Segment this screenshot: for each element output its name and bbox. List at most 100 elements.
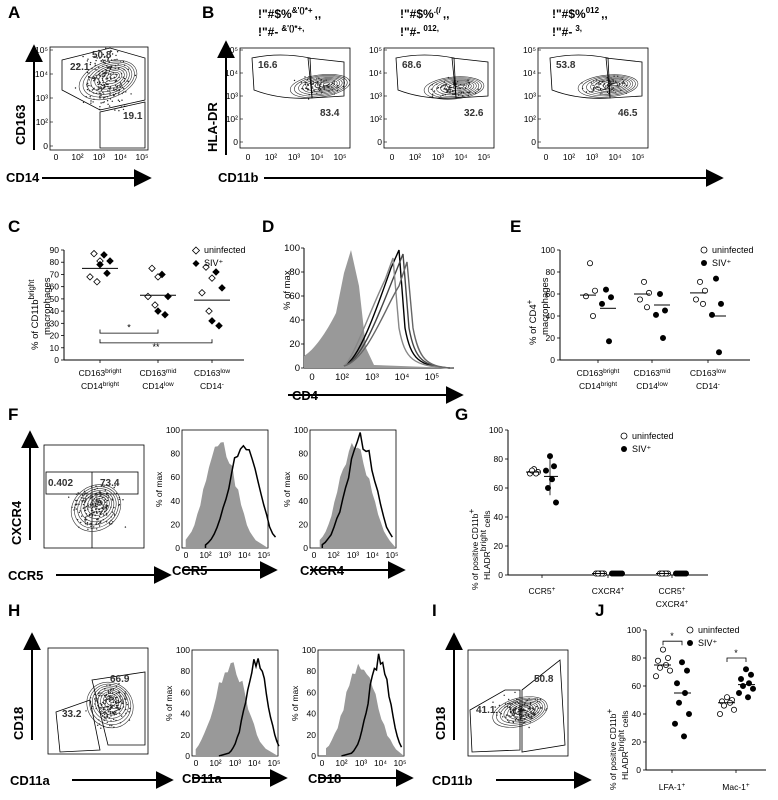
event-dot bbox=[494, 706, 496, 708]
y-tick-label: 80 bbox=[50, 257, 60, 267]
x-category-label: CCR5+ bbox=[659, 586, 686, 596]
contour-ring bbox=[598, 79, 626, 91]
event-dot bbox=[85, 497, 87, 500]
x-category-label-2: CD14bright bbox=[579, 381, 617, 391]
event-dot bbox=[121, 699, 123, 701]
sig-marker: ** bbox=[152, 342, 160, 352]
event-dot bbox=[111, 65, 113, 68]
x-tick-label: 0 bbox=[544, 152, 549, 162]
x-tick-label: 10³ bbox=[93, 152, 105, 162]
isotype-histogram bbox=[304, 250, 454, 368]
contour-ring bbox=[594, 78, 629, 92]
event-dot bbox=[108, 105, 111, 107]
event-dot bbox=[590, 82, 593, 84]
uninfected-point bbox=[646, 289, 653, 296]
event-dot bbox=[104, 96, 106, 99]
event-dot bbox=[115, 80, 117, 82]
x-tick-label: 10³ bbox=[432, 152, 444, 162]
event-dot bbox=[100, 727, 102, 729]
event-dot bbox=[447, 86, 449, 88]
event-dot bbox=[605, 85, 607, 87]
siv-point bbox=[154, 307, 162, 315]
contour-ring bbox=[94, 687, 127, 719]
x-category-label-2: CXCR4+ bbox=[656, 599, 689, 609]
x-tick-label: 0 bbox=[320, 758, 325, 768]
panel-d-ylabel: % of max bbox=[282, 270, 293, 310]
event-dot bbox=[93, 526, 95, 528]
y-tick-label: 40 bbox=[546, 311, 556, 321]
event-dot bbox=[99, 492, 101, 495]
event-dot bbox=[122, 108, 125, 111]
event-dot bbox=[89, 96, 91, 98]
x-category-label-2: CD14low bbox=[142, 381, 174, 391]
event-dot bbox=[509, 702, 511, 704]
y-tick-label: 10⁵ bbox=[523, 45, 536, 55]
y-tick-label: 40 bbox=[299, 496, 309, 506]
event-dot bbox=[101, 75, 104, 77]
panel-b-plot-2: 10⁵ 10⁴ 10³ 10² 00 10² 10³ 10⁴ 10⁵ 68.6 32.6 bbox=[369, 45, 495, 162]
event-dot bbox=[106, 715, 109, 718]
x-tick-label: 10² bbox=[563, 152, 575, 162]
x-tick-label: 10² bbox=[199, 550, 211, 560]
event-dot bbox=[86, 88, 89, 91]
panel-b-header-line2: !"#- &'()*+, bbox=[258, 24, 304, 39]
event-dot bbox=[125, 697, 127, 699]
event-dot bbox=[109, 55, 111, 58]
event-dot bbox=[105, 718, 107, 720]
event-dot bbox=[100, 94, 102, 97]
panel-label-j: J bbox=[595, 601, 604, 620]
contour-ring bbox=[518, 705, 532, 714]
event-dot bbox=[520, 708, 522, 711]
event-dot bbox=[305, 87, 307, 89]
contour-ring bbox=[105, 695, 117, 706]
event-dot bbox=[110, 703, 112, 705]
siv-point bbox=[106, 257, 114, 265]
contour-ring bbox=[110, 73, 118, 79]
panel-label-a: A bbox=[8, 3, 20, 22]
uninfected-point bbox=[151, 301, 159, 309]
event-dot bbox=[93, 76, 96, 79]
panel-i-xlabel: CD11b bbox=[432, 773, 473, 788]
event-dot bbox=[93, 80, 95, 82]
event-dot bbox=[97, 78, 99, 80]
event-dot bbox=[128, 711, 130, 713]
event-dot bbox=[121, 715, 123, 717]
siv-point bbox=[100, 251, 108, 259]
event-dot bbox=[87, 58, 89, 60]
event-dot bbox=[304, 81, 306, 84]
y-tick-label: 40 bbox=[181, 709, 191, 719]
y-tick-label: 60 bbox=[50, 282, 60, 292]
event-dot bbox=[84, 507, 86, 509]
event-dot bbox=[307, 84, 310, 86]
contour-ring bbox=[98, 68, 125, 87]
event-dot bbox=[111, 706, 113, 708]
event-dot bbox=[105, 83, 107, 86]
event-dot bbox=[84, 520, 86, 522]
event-dot bbox=[113, 712, 115, 714]
panel-h-xlabel: CD11a bbox=[10, 773, 51, 788]
x-tick-label: 0 bbox=[246, 152, 251, 162]
event-dot bbox=[120, 84, 123, 86]
y-tick-label: 10 bbox=[50, 343, 60, 353]
contour-ring bbox=[444, 81, 472, 93]
gate-h-2: 33.2 bbox=[62, 709, 82, 720]
siv-point bbox=[158, 270, 166, 279]
event-dot bbox=[75, 493, 78, 495]
event-dot bbox=[452, 90, 454, 92]
event-dot bbox=[119, 700, 122, 703]
event-dot bbox=[97, 88, 100, 90]
event-dot bbox=[90, 486, 93, 488]
event-dot bbox=[514, 713, 516, 715]
event-dot bbox=[109, 698, 111, 701]
y-tick-label: 20 bbox=[181, 730, 191, 740]
sig-marker: * bbox=[734, 648, 738, 658]
event-dot bbox=[518, 713, 520, 715]
y-tick-label: 10² bbox=[370, 114, 382, 124]
hist-ylabel: % of max bbox=[290, 685, 300, 721]
legend-uninfected: uninfected bbox=[698, 625, 740, 635]
contour-ring bbox=[514, 704, 534, 716]
siv-point bbox=[681, 733, 688, 740]
event-dot bbox=[107, 77, 109, 79]
y-tick-label: 40 bbox=[494, 512, 504, 522]
siv-point bbox=[218, 284, 226, 292]
